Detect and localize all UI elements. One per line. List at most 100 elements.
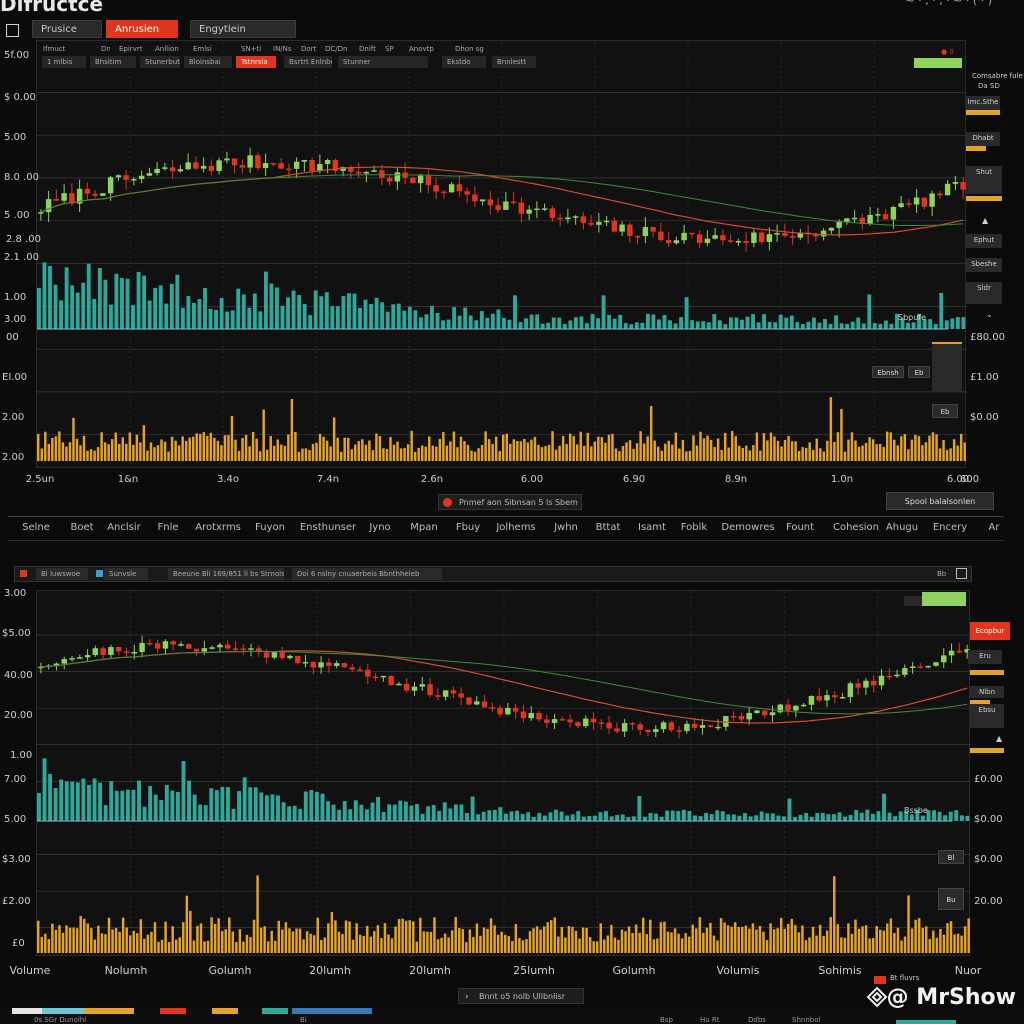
chart1-tool-8[interactable]: DC/Dn xyxy=(325,45,348,53)
chart1-indicator-7[interactable]: Ekstdo xyxy=(442,56,486,68)
chart1-indicator-8[interactable]: Bnnlestt xyxy=(492,56,536,68)
chart2-price-label-2: 40.00 xyxy=(4,670,33,681)
nav-item-2[interactable]: Anclsir xyxy=(107,522,141,533)
chart1-scale-panel[interactable] xyxy=(932,342,962,392)
chart2-panel[interactable] xyxy=(36,590,971,957)
chart2-price-toggle[interactable] xyxy=(904,596,922,606)
nav-item-14[interactable]: Foblk xyxy=(680,522,708,533)
footer-item-5[interactable]: Shnnbol xyxy=(792,1016,821,1024)
oscillator-bar xyxy=(659,922,663,953)
chart1-tool-4[interactable]: Emlsi xyxy=(193,45,212,53)
candle xyxy=(941,655,947,663)
chart1-tool-7[interactable]: Dortvt/sbr xyxy=(301,45,316,53)
chart1-indicator-1[interactable]: Bhsitim xyxy=(90,56,136,68)
chart1-side-box-0[interactable]: Imc.Sthe xyxy=(966,96,1000,110)
nav-item-6[interactable]: Ensthunser xyxy=(299,522,357,533)
chevron-up-icon[interactable]: ▲ xyxy=(982,216,989,225)
nav-item-1[interactable]: Boet xyxy=(70,522,94,533)
chart1-action-button[interactable]: Spool balalsonlen xyxy=(886,492,994,510)
footer-item-2[interactable]: Bsp xyxy=(660,1016,673,1024)
footer-item-1[interactable]: Bi xyxy=(300,1016,307,1024)
chart1-mid-button-1[interactable]: Eb xyxy=(908,366,930,378)
tab-engytlein[interactable]: Engytlein xyxy=(190,20,296,38)
chart1-mid-button-2[interactable]: Eb xyxy=(932,404,958,418)
chart1-indicator-5[interactable]: Bsrtrt Enlnbdc xyxy=(284,56,332,68)
chart1-tool-11[interactable]: Anovtp xyxy=(409,45,434,53)
nav-item-11[interactable]: Jwhn xyxy=(554,522,578,533)
nav-item-17[interactable]: Cohesion xyxy=(832,522,880,533)
chart1-tool-0[interactable]: Ifmuct xyxy=(43,45,66,53)
nav-item-20[interactable]: Ar xyxy=(988,522,1000,533)
tab-anrusien[interactable]: Anrusien xyxy=(106,20,178,38)
chevron-down-icon[interactable]: ⌄ xyxy=(986,310,993,319)
oscillator-bar xyxy=(178,937,181,953)
chart2-side-label-3[interactable]: Ebsu xyxy=(970,704,1004,728)
chart2-tool-3[interactable]: Doi 6 nslny cnuaerbeis Bbnthheleb xyxy=(292,568,442,580)
chart1-tool-6[interactable]: IN/Nsl xyxy=(273,45,292,53)
chart1-tool-1[interactable]: Dnemt xyxy=(101,45,110,53)
volume-bar xyxy=(690,320,695,329)
nav-item-16[interactable]: Fount xyxy=(785,522,815,533)
footer-swatch-4 xyxy=(212,1008,238,1014)
volume-bar xyxy=(137,780,141,821)
volume-bar xyxy=(387,804,392,821)
nav-item-18[interactable]: Ahugu xyxy=(885,522,919,533)
chart2-tool-0[interactable]: Bl luwswoe xyxy=(36,568,88,580)
select-checkbox[interactable] xyxy=(6,24,19,37)
candle xyxy=(84,655,91,658)
chart1-indicator-6[interactable]: Stunner xyxy=(338,56,428,68)
chart2-tool-end[interactable]: Bb xyxy=(937,570,947,578)
chart1-tool-3[interactable]: Anllion xyxy=(155,45,179,53)
footer-item-0[interactable]: 0s SGr Dunolhl xyxy=(34,1016,87,1024)
nav-item-10[interactable]: Jolhems xyxy=(496,522,536,533)
chart1-indicator-2[interactable]: Stunerbut xyxy=(140,56,180,68)
chart1-tool-5[interactable]: SN+ti xyxy=(241,45,262,53)
chart1-tool-2[interactable]: Epirvrt xyxy=(119,45,143,53)
chart1-tool-10[interactable]: SP xyxy=(385,45,394,53)
chart2-mid-button-1[interactable]: Bu xyxy=(938,888,964,910)
nav-item-12[interactable]: Bttat xyxy=(595,522,621,533)
chart2-tool-2[interactable]: Beeune Bli 169/851 li bs Strnols xyxy=(168,568,284,580)
nav-item-4[interactable]: Arotxrms xyxy=(195,522,241,533)
footer-item-3[interactable]: Hu Rt xyxy=(700,1016,720,1024)
oscillator-bar xyxy=(72,417,75,461)
nav-item-13[interactable]: Isamt xyxy=(638,522,666,533)
nav-item-0[interactable]: Selne xyxy=(22,522,50,533)
chart2-canvas[interactable] xyxy=(37,591,971,957)
chart2-tool-1[interactable]: Sunvsle xyxy=(104,568,148,580)
chart1-tool-12[interactable]: Dhon sgte xyxy=(455,45,484,53)
nav-item-8[interactable]: Mpan xyxy=(410,522,438,533)
oscillator-bar xyxy=(468,929,472,953)
chart2-chevron-up-icon[interactable]: ▲ xyxy=(996,734,1003,743)
chart1-panel[interactable] xyxy=(36,40,967,469)
nav-item-15[interactable]: Demowres xyxy=(721,522,775,533)
chart1-side-box-4[interactable]: Sldr xyxy=(966,282,1002,304)
oscillator-bar xyxy=(726,925,730,953)
chart2-side-label-1[interactable]: Eru xyxy=(968,650,1002,664)
footer-item-4[interactable]: Ddbs xyxy=(748,1016,766,1024)
tab-prusice[interactable]: Prusice xyxy=(32,20,102,38)
chart2-side-label-0[interactable]: Ecopbur xyxy=(970,622,1010,640)
play-icon[interactable]: › xyxy=(465,992,469,1002)
chart1-side-box-1[interactable]: Dhabt xyxy=(966,132,1000,146)
nav-item-9[interactable]: Fbuy xyxy=(455,522,481,533)
chart1-side-box-3[interactable]: Ephut xyxy=(966,234,1002,248)
chart1-mid-button-0[interactable]: Ebnsh xyxy=(872,366,904,378)
chart1-side-text-2[interactable]: Sbeshe xyxy=(966,258,1002,272)
volume-bar xyxy=(895,313,899,329)
nav-item-7[interactable]: Jyno xyxy=(369,522,391,533)
nav-item-19[interactable]: Encery xyxy=(932,522,968,533)
oscillator-bar xyxy=(893,932,896,953)
chart1-indicator-0[interactable]: 1 mlbis xyxy=(42,56,86,68)
nav-item-5[interactable]: Fuyon xyxy=(255,522,285,533)
chart2-side-label-2[interactable]: Nlbn xyxy=(970,686,1004,698)
chart2-mid-button-0[interactable]: Bl xyxy=(938,850,964,864)
chart1-canvas[interactable] xyxy=(37,41,967,469)
nav-item-3[interactable]: Fnle xyxy=(157,522,179,533)
chart1-indicator-4[interactable]: Tstnrsia xyxy=(236,56,276,68)
chart1-indicator-3[interactable]: Bloinsbai xyxy=(184,56,232,68)
maximize-icon[interactable] xyxy=(956,568,967,579)
chart1-side-box-2[interactable]: Shut xyxy=(966,166,1002,194)
oscillator-bar xyxy=(833,441,836,461)
chart1-tool-9[interactable]: Dnifth xyxy=(359,45,376,53)
